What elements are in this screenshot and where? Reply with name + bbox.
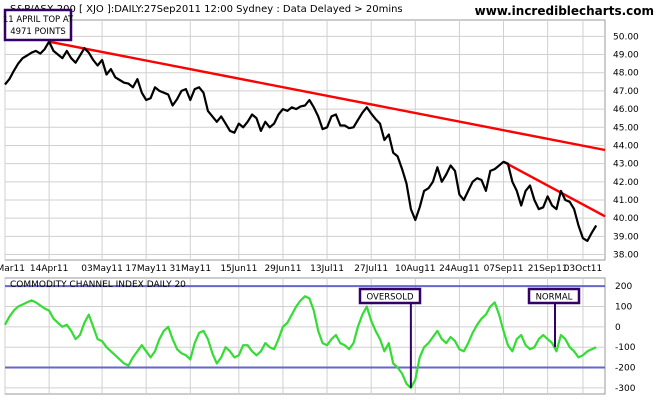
normal-annotation-box: [527, 287, 581, 305]
top-annotation-text-1: 11 APRIL TOP AT: [3, 15, 74, 25]
oversold-annotation-box: [358, 287, 422, 305]
x-date-label: 24Aug11: [439, 264, 479, 274]
top-annotation-text-2: 4971 POINTS: [10, 27, 66, 37]
top-annotation-box: [3, 8, 73, 42]
cci-y-tick-label: 100: [615, 302, 632, 312]
price-pane: 38.00 39.00 40.00 41.00 42.00 43.00 44.00 45.00…: [0, 8, 639, 274]
price-y-tick-label: 48.00: [613, 69, 639, 79]
x-date-label: 27Jul11: [354, 264, 388, 274]
cci-series-line: [4, 295, 597, 389]
x-date-label: 15Jun11: [220, 264, 257, 274]
price-y-tick-label: 40.00: [613, 214, 639, 224]
x-date-label: 13Jul11: [310, 264, 344, 274]
cci-y-tick-label: -100: [615, 343, 636, 353]
x-date-label: 03May11: [81, 264, 123, 274]
cci-pane: -300 -200 -100 0 100 200 COMMODITY CHANNEL IND…: [4, 277, 636, 395]
x-date-label: 17May11: [125, 264, 167, 274]
price-y-tick-label: 41.00: [613, 196, 639, 206]
x-date-label: 31May11: [170, 264, 212, 274]
cci-y-tick-label: -200: [615, 364, 636, 374]
x-date-label: 21Sep11: [528, 264, 568, 274]
cci-y-tick-label: -300: [615, 384, 636, 394]
price-y-tick-label: 44.00: [613, 141, 639, 151]
price-y-tick-label: 49.00: [613, 51, 639, 61]
trend-line: [502, 160, 606, 218]
cci-y-tick-label: 200: [615, 282, 632, 292]
price-y-tick-label: 47.00: [613, 87, 639, 97]
price-y-tick-label: 46.00: [613, 105, 639, 115]
x-date-label: 14Apr11: [30, 264, 68, 274]
trend-line: [48, 40, 606, 152]
normal-annotation-text: NORMAL: [536, 293, 573, 303]
price-y-tick-label: 50.00: [613, 32, 639, 42]
cci-title: COMMODITY CHANNEL INDEX DAILY 20: [10, 280, 186, 290]
x-date-label: 31Mar11: [0, 264, 25, 274]
price-plot-frame: [4, 19, 606, 261]
x-date-label: 10Aug11: [395, 264, 435, 274]
x-date-label: 07Sep11: [484, 264, 524, 274]
chart-title: S&P/ASX 200 [ XJO ]:DAILY:27Sep2011 12:0…: [10, 4, 403, 15]
price-y-tick-label: 39.00: [613, 232, 639, 242]
cci-y-tick-label: 0: [615, 323, 621, 333]
x-date-label: 03Oct11: [564, 264, 602, 274]
oversold-annotation-text: OVERSOLD: [367, 293, 414, 303]
price-y-tick-label: 38.00: [613, 251, 639, 261]
price-y-tick-label: 45.00: [613, 123, 639, 133]
price-y-tick-label: 42.00: [613, 178, 639, 188]
site-logo: www.incrediblecharts.com: [475, 4, 654, 18]
price-y-tick-label: 43.00: [613, 160, 639, 170]
price-series-line: [4, 40, 598, 242]
x-date-label: 29Jun11: [264, 264, 301, 274]
